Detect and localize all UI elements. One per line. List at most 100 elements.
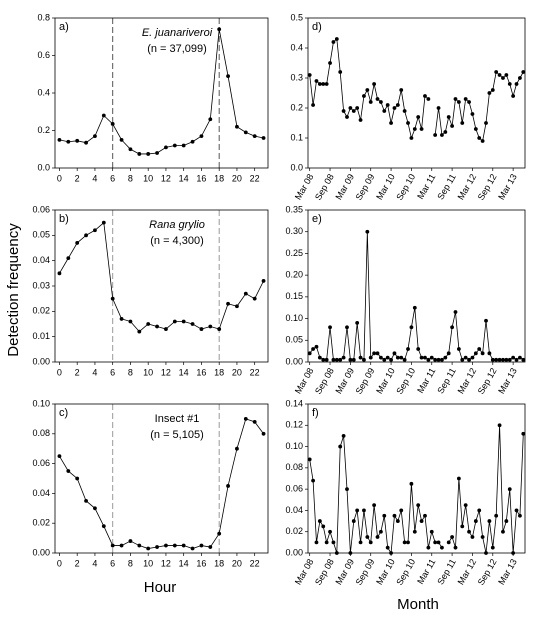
y-tick-label: 0.08 <box>285 462 303 472</box>
data-point <box>477 508 482 513</box>
data-point <box>84 233 88 238</box>
y-tick-label: 0.08 <box>32 428 50 438</box>
x-tick-label: 10 <box>143 367 153 377</box>
data-point <box>243 417 248 421</box>
y-tick-label: 0.25 <box>285 248 303 258</box>
y-tick-label: 0.10 <box>285 313 303 323</box>
data-point <box>501 529 505 534</box>
data-point <box>453 545 458 550</box>
data-point <box>226 301 230 306</box>
x-tick-label: 4 <box>92 173 97 183</box>
data-point <box>338 70 343 74</box>
data-point <box>416 503 421 508</box>
data-point <box>395 103 400 107</box>
data-point <box>463 97 468 101</box>
data-point <box>338 444 343 449</box>
data-point <box>93 228 97 233</box>
data-point <box>252 134 257 139</box>
data-point <box>385 545 390 550</box>
data-point <box>317 519 322 523</box>
data-point <box>392 351 397 356</box>
data-point <box>378 355 383 360</box>
data-point <box>382 357 387 362</box>
data-point <box>110 543 115 548</box>
x-tick-label: Mar 13 <box>496 366 519 395</box>
x-tick-label: 0 <box>57 173 62 183</box>
data-point <box>137 329 142 334</box>
series-line <box>309 231 524 361</box>
data-point <box>328 325 332 330</box>
y-tick-label: 0.06 <box>32 204 50 214</box>
data-point <box>385 103 390 107</box>
series-line <box>309 425 524 555</box>
y-tick-label: 0.05 <box>32 230 50 240</box>
data-point <box>351 519 356 523</box>
data-point <box>57 271 62 276</box>
x-tick-label: 20 <box>232 558 242 568</box>
data-point <box>146 546 151 551</box>
data-point <box>372 82 377 86</box>
data-point <box>328 529 332 534</box>
data-point <box>66 139 71 144</box>
data-point <box>480 351 485 356</box>
x-tick-label: 8 <box>128 173 133 183</box>
x-tick-label: Sep 10 <box>394 366 417 396</box>
data-point <box>355 321 360 325</box>
y-tick-label: 0.0 <box>37 162 50 172</box>
panel-label: c) <box>59 407 68 419</box>
data-point <box>446 540 451 545</box>
data-point <box>372 351 377 356</box>
data-point <box>467 100 471 104</box>
data-point <box>181 319 186 324</box>
panel-label: d) <box>312 21 322 33</box>
data-point <box>385 355 390 360</box>
x-tick-label: 8 <box>128 558 133 568</box>
data-point <box>190 139 195 144</box>
data-point <box>511 355 516 360</box>
data-point <box>463 503 468 508</box>
data-point <box>341 109 346 113</box>
data-point <box>358 118 363 122</box>
data-point <box>75 476 80 481</box>
data-point <box>504 357 509 362</box>
data-point <box>473 519 478 523</box>
data-point <box>155 545 159 549</box>
data-point <box>406 540 410 545</box>
x-tick-label: Sep 08 <box>313 366 336 396</box>
data-point <box>507 357 512 362</box>
data-point <box>433 540 438 545</box>
data-point <box>467 529 471 534</box>
y-tick-label: 0.2 <box>290 102 303 112</box>
data-point <box>348 106 353 110</box>
data-point <box>375 351 380 356</box>
data-point <box>382 513 387 518</box>
y-tick-label: 0.30 <box>285 226 303 236</box>
data-point <box>321 82 326 86</box>
data-point <box>226 484 230 488</box>
data-point <box>470 355 475 360</box>
data-point <box>368 540 373 545</box>
data-point <box>406 347 410 351</box>
y-tick-label: 0.02 <box>32 518 50 528</box>
data-point <box>345 115 349 119</box>
data-point <box>311 347 315 351</box>
data-point <box>345 487 349 492</box>
data-point <box>137 152 142 156</box>
data-point <box>261 136 266 140</box>
x-tick-label: 8 <box>128 367 133 377</box>
plot-frame <box>307 209 526 363</box>
data-point <box>84 140 88 145</box>
x-tick-label: 2 <box>75 173 80 183</box>
data-point <box>511 94 516 98</box>
data-point <box>101 524 106 529</box>
y-tick-label: 0.8 <box>37 12 50 22</box>
panel-label: b) <box>59 213 69 225</box>
x-tick-label: 10 <box>143 558 153 568</box>
plot-frame <box>307 17 526 169</box>
data-point <box>190 546 195 551</box>
data-point <box>378 529 383 534</box>
data-point <box>199 327 204 331</box>
data-point <box>355 106 360 110</box>
data-point <box>375 97 380 101</box>
data-point <box>243 130 248 135</box>
